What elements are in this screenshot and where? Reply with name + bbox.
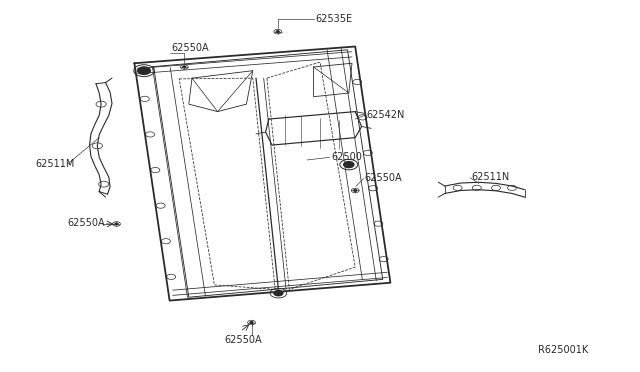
Text: 62535E: 62535E — [315, 14, 352, 23]
Circle shape — [183, 66, 186, 68]
Circle shape — [115, 223, 118, 225]
Text: R625001K: R625001K — [538, 346, 588, 355]
Text: 62550A: 62550A — [224, 336, 262, 345]
Text: 62542N: 62542N — [366, 110, 404, 119]
Circle shape — [274, 291, 283, 296]
Text: 62500: 62500 — [331, 152, 362, 161]
Text: 62511M: 62511M — [35, 160, 75, 169]
Text: 62550A: 62550A — [365, 173, 403, 183]
Text: 62511N: 62511N — [472, 172, 510, 182]
Circle shape — [250, 322, 253, 323]
Circle shape — [344, 161, 354, 167]
Circle shape — [354, 190, 356, 191]
Circle shape — [276, 31, 279, 32]
Text: 62550A: 62550A — [67, 218, 105, 228]
Circle shape — [138, 67, 150, 74]
Text: 62550A: 62550A — [171, 44, 209, 53]
